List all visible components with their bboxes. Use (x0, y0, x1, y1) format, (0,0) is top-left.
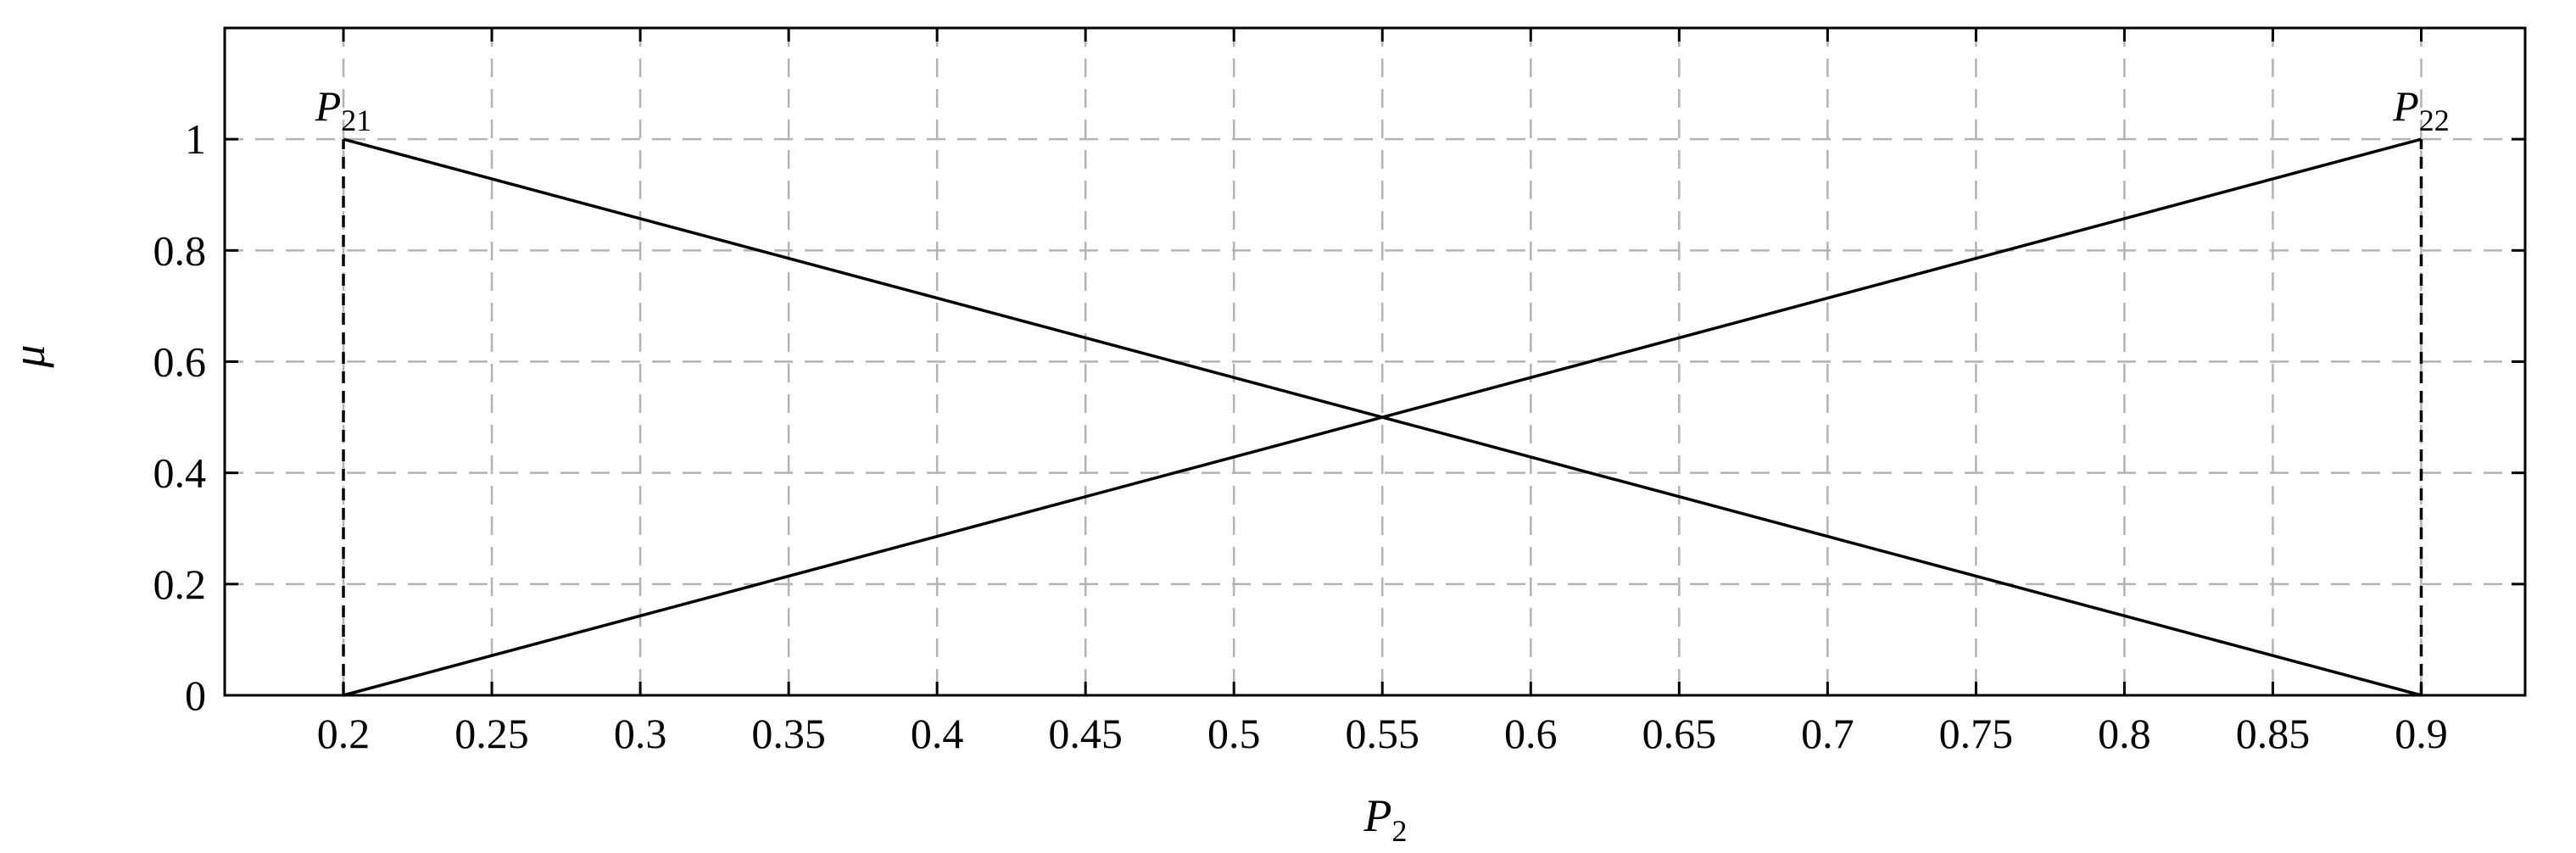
x-tick-label-14: 0.9 (2395, 710, 2448, 757)
x-tick-label-10: 0.7 (1801, 710, 1854, 757)
point-annotations: P21 P22 (315, 82, 2450, 137)
annotation-0: P21 (315, 82, 372, 137)
y-tick-label-3: 0.6 (153, 338, 207, 386)
x-axis-title-subscript: 2 (1392, 814, 1408, 848)
annotation-1: P22 (2392, 82, 2450, 137)
x-axis-title-base: P (1363, 790, 1392, 841)
y-tick-label-5: 1 (185, 115, 206, 163)
tick-marks (225, 28, 2525, 697)
annotation-0-base: P (315, 82, 342, 130)
x-tick-label-13: 0.85 (2236, 710, 2311, 757)
x-tick-label-2: 0.3 (614, 710, 667, 757)
annotation-1-base: P (2392, 82, 2419, 130)
x-tick-label-9: 0.65 (1642, 710, 1717, 757)
annotation-0-subscript: 21 (341, 103, 371, 137)
grid (225, 28, 2525, 697)
y-tick-labels: 0 0.2 0.4 0.6 0.8 1 (153, 115, 207, 719)
drop-lines (342, 139, 2423, 695)
y-tick-label-2: 0.4 (153, 449, 207, 497)
y-axis-title: μ (3, 344, 54, 368)
annotation-1-subscript: 22 (2419, 103, 2450, 137)
x-tick-labels: 0.2 0.25 0.3 0.35 0.4 0.45 0.5 0.55 0.6 0.65 0.7 0.… (317, 710, 2448, 757)
x-tick-label-1: 0.25 (454, 710, 529, 757)
series-lines (343, 137, 2422, 697)
x-tick-label-0: 0.2 (317, 710, 371, 757)
x-tick-label-4: 0.4 (911, 710, 964, 757)
series-line-1 (343, 137, 2422, 697)
x-tick-label-6: 0.5 (1207, 710, 1261, 757)
x-axis-title: P2 (1363, 790, 1408, 848)
x-tick-label-3: 0.35 (751, 710, 826, 757)
x-tick-label-12: 0.8 (2098, 710, 2151, 757)
x-tick-label-8: 0.6 (1504, 710, 1558, 757)
x-tick-label-7: 0.55 (1346, 710, 1420, 757)
x-tick-label-11: 0.75 (1939, 710, 2014, 757)
y-tick-label-1: 0.2 (153, 560, 207, 608)
y-tick-label-0: 0 (185, 672, 206, 719)
y-tick-label-4: 0.8 (153, 226, 207, 274)
x-tick-label-5: 0.45 (1048, 710, 1123, 757)
